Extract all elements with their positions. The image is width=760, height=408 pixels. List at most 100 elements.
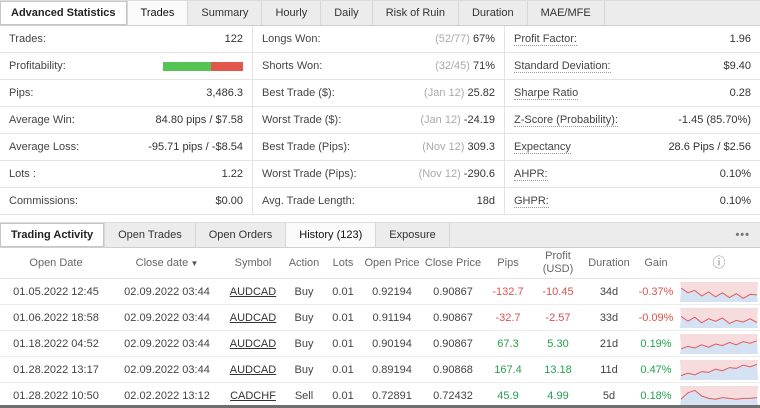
stat-value-standard-deviation: $9.40 <box>723 60 751 72</box>
cell-open-date: 01.18.2022 04:52 <box>0 331 112 357</box>
column-header-open-price[interactable]: Open Price <box>362 248 422 279</box>
column-header-action[interactable]: Action <box>284 248 324 279</box>
stats-tabbar: Advanced Statistics TradesSummaryHourlyD… <box>0 0 760 26</box>
symbol-link[interactable]: AUDCAD <box>230 338 276 350</box>
column-header-open-date[interactable]: Open Date <box>0 248 112 279</box>
table-row: 01.06.2022 18:5802.09.2022 03:44AUDCADBu… <box>0 305 760 331</box>
stat-value-best-trade: (Jan 12) 25.82 <box>424 87 495 99</box>
column-header-gain[interactable]: Gain <box>634 248 678 279</box>
cell-gain: -0.37% <box>634 279 678 305</box>
cell-duration: 11d <box>584 357 634 383</box>
tab-open-orders[interactable]: Open Orders <box>196 223 287 247</box>
stat-row-profit-factor: Profit Factor:1.96 <box>505 26 760 53</box>
advanced-statistics-panel: Advanced Statistics TradesSummaryHourlyD… <box>0 0 760 408</box>
table-row: 01.28.2022 13:1702.09.2022 03:44AUDCADBu… <box>0 357 760 383</box>
tab-exposure[interactable]: Exposure <box>376 223 449 247</box>
stat-label-ahpr[interactable]: AHPR: <box>514 168 548 181</box>
stat-label-profit-factor[interactable]: Profit Factor: <box>514 33 577 46</box>
tab-hourly[interactable]: Hourly <box>262 1 321 25</box>
cell-duration: 34d <box>584 279 634 305</box>
cell-gain: 0.19% <box>634 331 678 357</box>
cell-close-date: 02.09.2022 03:44 <box>112 331 222 357</box>
symbol-link[interactable]: AUDCAD <box>230 364 276 376</box>
cell-duration: 21d <box>584 331 634 357</box>
stat-row-average-win: Average Win:84.80 pips / $7.58 <box>0 107 252 134</box>
history-table-head: Open DateClose date ▼SymbolActionLotsOpe… <box>0 248 760 279</box>
stat-row-pips: Pips:3,486.3 <box>0 80 252 107</box>
symbol-link[interactable]: AUDCAD <box>230 286 276 298</box>
stat-column-3: Profit Factor:1.96 Standard Deviation: $9.… <box>504 26 760 215</box>
stat-row-z-score-probability: Z-Score (Probability): -1.45 (85.70%) <box>505 107 760 134</box>
cell-gain: -0.09% <box>634 305 678 331</box>
column-header-pips[interactable]: Pips <box>484 248 532 279</box>
stat-row-average-loss: Average Loss:-95.71 pips / -$8.54 <box>0 134 252 161</box>
cell-pips: 67.3 <box>484 331 532 357</box>
stat-row-ahpr: AHPR:0.10% <box>505 161 760 188</box>
header-row: Open DateClose date ▼SymbolActionLotsOpe… <box>0 248 760 279</box>
stat-label-ghpr[interactable]: GHPR: <box>514 195 549 208</box>
cell-pips: -132.7 <box>484 279 532 305</box>
symbol-link[interactable]: CADCHF <box>230 390 276 402</box>
tab-history-123[interactable]: History (123) <box>286 223 376 247</box>
stat-value-z-score-probability: -1.45 (85.70%) <box>678 114 751 126</box>
stat-label-standard-deviation[interactable]: Standard Deviation: <box>514 60 611 73</box>
stat-label-sharpe-ratio[interactable]: Sharpe Ratio <box>514 87 578 100</box>
column-header-profit-usd[interactable]: Profit (USD) <box>532 248 584 279</box>
advanced-statistics-title: Advanced Statistics <box>0 1 127 25</box>
column-header-chart[interactable]: ⓘ <box>678 248 760 279</box>
section-gap <box>0 215 760 222</box>
cell-close-date: 02.09.2022 03:44 <box>112 357 222 383</box>
cell-close-price: 0.90867 <box>422 279 484 305</box>
cell-profit-usd: 13.18 <box>532 357 584 383</box>
cell-lots: 0.01 <box>324 305 362 331</box>
stat-row-profitability: Profitability: <box>0 53 252 80</box>
tab-risk-of-ruin[interactable]: Risk of Ruin <box>373 1 459 25</box>
trade-sparkline[interactable] <box>678 331 760 357</box>
stat-row-longs-won: Longs Won:(52/77) 67% <box>253 26 504 53</box>
cell-duration: 33d <box>584 305 634 331</box>
column-header-duration[interactable]: Duration <box>584 248 634 279</box>
column-header-close-date[interactable]: Close date ▼ <box>112 248 222 279</box>
stat-value-muted: (Jan 12) <box>424 87 464 99</box>
symbol-link[interactable]: AUDCAD <box>230 312 276 324</box>
trading-activity-title: Trading Activity <box>0 223 104 247</box>
stat-label-avg-trade-length: Avg. Trade Length: <box>262 195 355 207</box>
tab-open-trades[interactable]: Open Trades <box>104 223 196 247</box>
tab-daily[interactable]: Daily <box>321 1 372 25</box>
cell-profit-usd: -10.45 <box>532 279 584 305</box>
column-header-lots[interactable]: Lots <box>324 248 362 279</box>
stat-label-commissions: Commissions: <box>9 195 78 207</box>
trade-sparkline[interactable] <box>678 279 760 305</box>
stat-column-1: Trades:122Profitability:Pips:3,486.3Aver… <box>0 26 252 215</box>
tab-duration[interactable]: Duration <box>459 1 528 25</box>
cell-symbol: AUDCAD <box>222 331 284 357</box>
stat-label-expectancy[interactable]: Expectancy <box>514 141 571 154</box>
trade-sparkline[interactable] <box>678 305 760 331</box>
trade-sparkline[interactable] <box>678 357 760 383</box>
cell-open-price: 0.91194 <box>362 305 422 331</box>
cell-lots: 0.01 <box>324 357 362 383</box>
tab-trades[interactable]: Trades <box>127 1 189 25</box>
column-header-close-price[interactable]: Close Price <box>422 248 484 279</box>
stat-value-muted: (Nov 12) <box>422 141 464 153</box>
column-header-symbol[interactable]: Symbol <box>222 248 284 279</box>
cell-pips: 167.4 <box>484 357 532 383</box>
tab-summary[interactable]: Summary <box>188 1 262 25</box>
stat-value-worst-trade-pips: (Nov 12) -290.6 <box>419 168 495 180</box>
stat-label-worst-trade-pips: Worst Trade (Pips): <box>262 168 357 180</box>
cell-action: Buy <box>284 305 324 331</box>
stat-value-commissions: $0.00 <box>215 195 243 207</box>
cell-symbol: AUDCAD <box>222 305 284 331</box>
stat-label-worst-trade: Worst Trade ($): <box>262 114 341 126</box>
cell-lots: 0.01 <box>324 331 362 357</box>
stat-row-ghpr: GHPR:0.10% <box>505 188 760 215</box>
cell-lots: 0.01 <box>324 279 362 305</box>
more-menu-icon[interactable]: ••• <box>725 223 760 247</box>
info-icon[interactable]: ⓘ <box>712 255 725 270</box>
profitability-bar <box>163 62 243 71</box>
stats-tabs: TradesSummaryHourlyDailyRisk of RuinDura… <box>127 1 605 25</box>
tab-mae-mfe[interactable]: MAE/MFE <box>528 1 605 25</box>
stat-label-z-score-probability[interactable]: Z-Score (Probability): <box>514 114 618 127</box>
profitability-bar-green <box>163 62 211 71</box>
stat-label-pips: Pips: <box>9 87 33 99</box>
